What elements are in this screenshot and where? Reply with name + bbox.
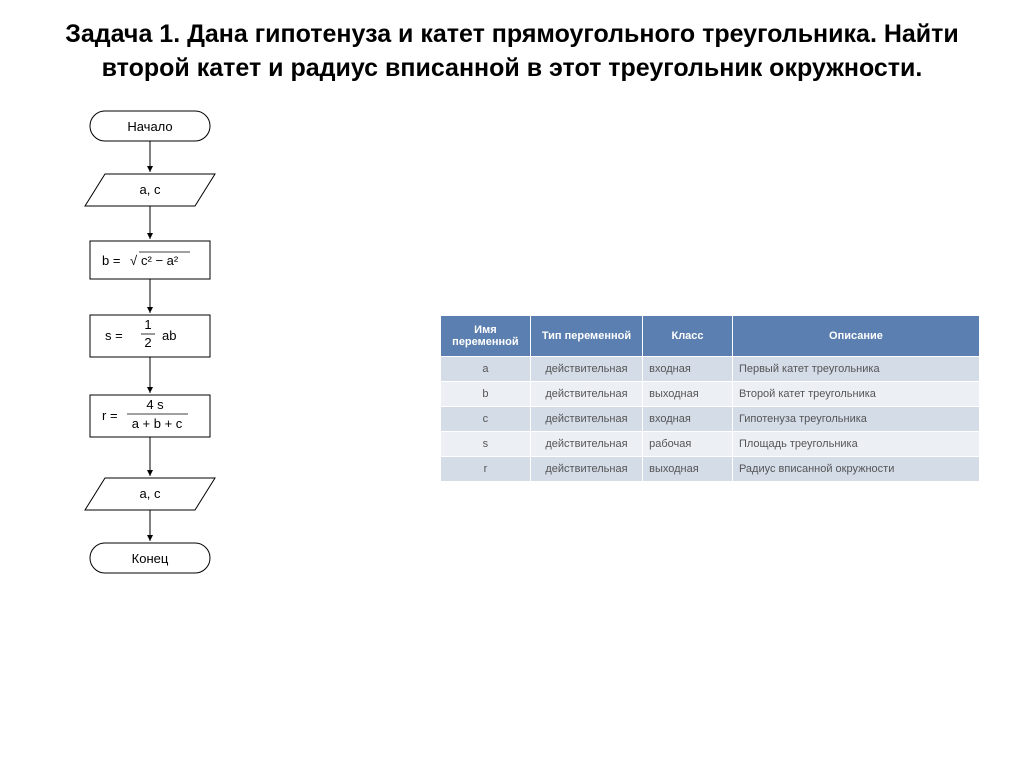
formula-r-lhs: r =: [102, 408, 118, 423]
cell: s: [441, 432, 531, 457]
table-row: c действительная входная Гипотенуза треу…: [441, 407, 980, 432]
formula-s-ab: ab: [162, 328, 176, 343]
variable-table: Имя переменной Тип переменной Класс Опис…: [440, 315, 980, 482]
formula-r-num: 4 s: [146, 397, 164, 412]
cell: r: [441, 457, 531, 482]
formula-b-radicand: c² − a²: [141, 253, 179, 268]
cell: входная: [643, 407, 733, 432]
node-output-label: a, c: [140, 486, 161, 501]
formula-s-lhs: s =: [105, 328, 123, 343]
cell: Площадь треугольника: [732, 432, 979, 457]
cell: действительная: [530, 432, 642, 457]
cell: выходная: [643, 382, 733, 407]
title-prefix: Задача 1: [65, 20, 173, 48]
page-title: Задача 1. Дана гипотенуза и катет прямоу…: [0, 0, 1024, 86]
col-desc: Описание: [732, 316, 979, 357]
col-type: Тип переменной: [530, 316, 642, 357]
formula-b-sqrt: √: [130, 253, 138, 268]
col-class: Класс: [643, 316, 733, 357]
cell: Первый катет треугольника: [732, 357, 979, 382]
cell: входная: [643, 357, 733, 382]
title-rest: . Дана гипотенуза и катет прямоугольного…: [102, 20, 959, 82]
cell: выходная: [643, 457, 733, 482]
formula-s-num: 1: [144, 317, 151, 332]
cell: действительная: [530, 407, 642, 432]
cell: рабочая: [643, 432, 733, 457]
formula-s-den: 2: [144, 335, 151, 350]
table-row: r действительная выходная Радиус вписанн…: [441, 457, 980, 482]
table-row: s действительная рабочая Площадь треугол…: [441, 432, 980, 457]
cell: действительная: [530, 457, 642, 482]
cell: a: [441, 357, 531, 382]
node-input-label: a, c: [140, 182, 161, 197]
cell: действительная: [530, 382, 642, 407]
node-start-label: Начало: [127, 119, 172, 134]
col-name: Имя переменной: [441, 316, 531, 357]
table: Имя переменной Тип переменной Класс Опис…: [440, 315, 980, 482]
formula-r-den: a + b + c: [132, 416, 183, 431]
cell: c: [441, 407, 531, 432]
cell: Радиус вписанной окружности: [732, 457, 979, 482]
cell: Второй катет треугольника: [732, 382, 979, 407]
cell: b: [441, 382, 531, 407]
table-header-row: Имя переменной Тип переменной Класс Опис…: [441, 316, 980, 357]
cell: действительная: [530, 357, 642, 382]
node-end-label: Конец: [132, 551, 169, 566]
table-row: b действительная выходная Второй катет т…: [441, 382, 980, 407]
formula-b: b =: [102, 253, 120, 268]
table-row: a действительная входная Первый катет тр…: [441, 357, 980, 382]
flowchart: Начало a, c b = √ c² − a² s = 1 2 ab r =: [30, 106, 290, 606]
flowchart-svg: Начало a, c b = √ c² − a² s = 1 2 ab r =: [30, 106, 270, 606]
cell: Гипотенуза треугольника: [732, 407, 979, 432]
